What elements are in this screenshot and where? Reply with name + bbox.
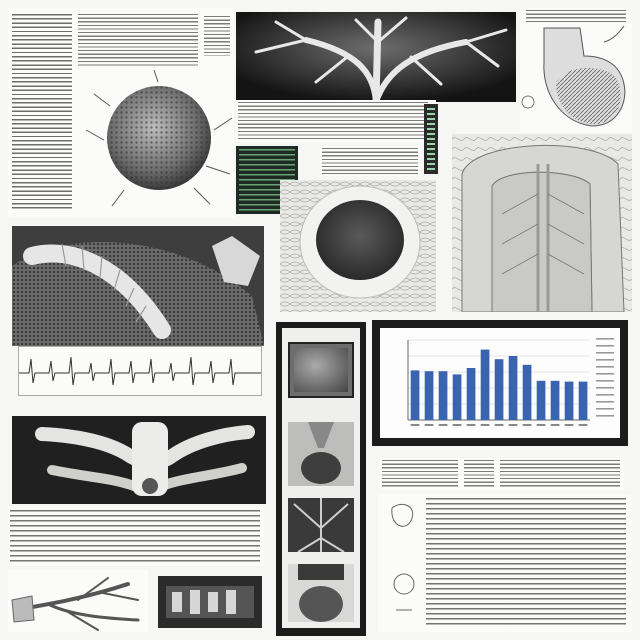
scale-strip (424, 104, 438, 174)
text-lines (426, 498, 626, 628)
bar (438, 371, 448, 420)
thumbnail-tissue (288, 342, 354, 398)
tick-label (410, 424, 420, 426)
legend-line (596, 345, 614, 347)
tick-label (564, 424, 574, 426)
caption-lines (204, 16, 230, 56)
bar (564, 381, 574, 420)
thumbnail-frame (282, 328, 360, 628)
tick-label (494, 424, 504, 426)
text-lines (78, 14, 198, 66)
legend-line (596, 359, 614, 361)
waveform-strip (18, 346, 262, 396)
text-lines (238, 102, 428, 140)
legend-line (596, 415, 614, 417)
bar (494, 359, 504, 420)
bar-chart (407, 338, 614, 426)
legend-line (596, 338, 614, 340)
text-lines (382, 460, 458, 488)
bar (550, 380, 560, 420)
text-column-top-left (8, 8, 234, 218)
legend-line (596, 408, 614, 410)
bar (424, 371, 434, 420)
legend-line (596, 366, 614, 368)
tick-label (424, 424, 434, 426)
tick-label (536, 424, 546, 426)
bone-specimen-photo (12, 416, 266, 504)
text-lines (464, 460, 494, 488)
tick-label (452, 424, 462, 426)
bulb-sketch (521, 25, 626, 127)
branching-specimen-photo (236, 12, 516, 102)
bar (480, 349, 490, 420)
thumbnail-sphere (288, 564, 354, 622)
text-block-bottom-right (378, 494, 632, 632)
thumbnail-column (276, 322, 366, 636)
bar (508, 356, 518, 420)
bulb-sketch-panel (520, 8, 632, 132)
cell-ring-photo (280, 180, 436, 312)
legend-line (596, 387, 614, 389)
bar (452, 374, 462, 420)
folded-tissue-photo (452, 134, 632, 312)
bar (466, 368, 476, 420)
text-lines (500, 460, 620, 488)
chart-caption-row (380, 458, 624, 490)
text-lines (526, 10, 626, 24)
text-lines (12, 14, 72, 210)
legend-line (596, 352, 614, 354)
legend-line (596, 401, 614, 403)
tick-label (578, 424, 588, 426)
legend-line (596, 394, 614, 396)
ribbed-specimen-photo (12, 226, 264, 346)
text-block-bottom-left (8, 506, 264, 566)
thumbnail-branches (288, 498, 354, 552)
tick-label (480, 424, 490, 426)
thumbnail-bulb (288, 422, 354, 486)
text-lines (322, 148, 418, 174)
tick-label (438, 424, 448, 426)
small-dark-photo (158, 576, 262, 628)
root-sketch (8, 570, 148, 632)
bar (578, 381, 588, 420)
caption-lines (320, 146, 420, 176)
text-lines (10, 510, 260, 564)
margin-sketches (391, 503, 415, 611)
chart-frame (380, 328, 620, 438)
tick-label (508, 424, 518, 426)
spore-illustration (84, 70, 234, 210)
bar (522, 364, 532, 420)
tick-label (550, 424, 560, 426)
bar (410, 370, 420, 420)
tick-label (522, 424, 532, 426)
bar (536, 380, 546, 420)
caption-table (236, 100, 436, 142)
legend-line (596, 373, 614, 375)
bar-chart-panel (372, 320, 628, 446)
tick-label (466, 424, 476, 426)
legend-line (596, 380, 614, 382)
